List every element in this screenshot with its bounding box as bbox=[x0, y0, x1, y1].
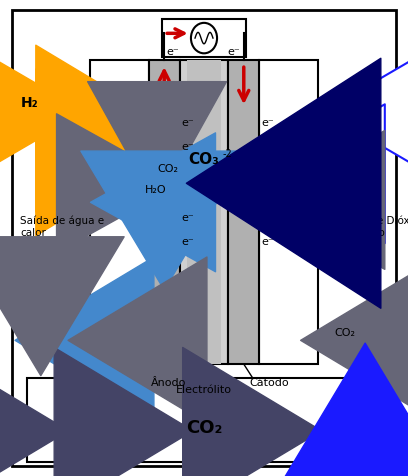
Bar bbox=[228, 60, 259, 364]
Text: H₂O: H₂O bbox=[145, 185, 166, 195]
Text: e⁻: e⁻ bbox=[228, 47, 240, 57]
Bar bbox=[27, 378, 381, 462]
Text: CO₂: CO₂ bbox=[314, 184, 335, 194]
Text: e⁻: e⁻ bbox=[166, 47, 179, 57]
Bar bbox=[259, 60, 318, 364]
Text: e⁻: e⁻ bbox=[182, 142, 194, 152]
Bar bbox=[180, 60, 228, 364]
Text: Entrada de Dióxido
de carbono: Entrada de Dióxido de carbono bbox=[326, 216, 408, 238]
Text: O₂: O₂ bbox=[322, 159, 335, 169]
Text: H₂: H₂ bbox=[20, 96, 38, 110]
Text: -2: -2 bbox=[222, 149, 232, 159]
Text: e⁻: e⁻ bbox=[261, 142, 274, 152]
Text: CO₃: CO₃ bbox=[188, 152, 220, 167]
Bar bbox=[187, 60, 221, 364]
Text: e⁻: e⁻ bbox=[182, 213, 194, 223]
Text: Cátodo: Cátodo bbox=[249, 377, 288, 387]
Text: O₂: O₂ bbox=[349, 96, 367, 110]
Bar bbox=[90, 60, 149, 364]
Bar bbox=[162, 19, 246, 57]
Text: e⁻: e⁻ bbox=[261, 118, 274, 128]
Text: Saída de água e
calor: Saída de água e calor bbox=[20, 216, 104, 238]
Text: CO₂: CO₂ bbox=[186, 419, 222, 437]
Text: CO₂: CO₂ bbox=[335, 327, 355, 337]
Text: e⁻: e⁻ bbox=[261, 237, 274, 247]
Text: e⁻: e⁻ bbox=[182, 237, 194, 247]
Text: e⁻: e⁻ bbox=[261, 213, 274, 223]
Text: Electrólito: Electrólito bbox=[176, 385, 232, 395]
Text: e⁻: e⁻ bbox=[182, 118, 194, 128]
Text: Ânodo: Ânodo bbox=[151, 377, 186, 387]
Text: CO₂: CO₂ bbox=[157, 164, 178, 174]
Bar bbox=[149, 60, 180, 364]
